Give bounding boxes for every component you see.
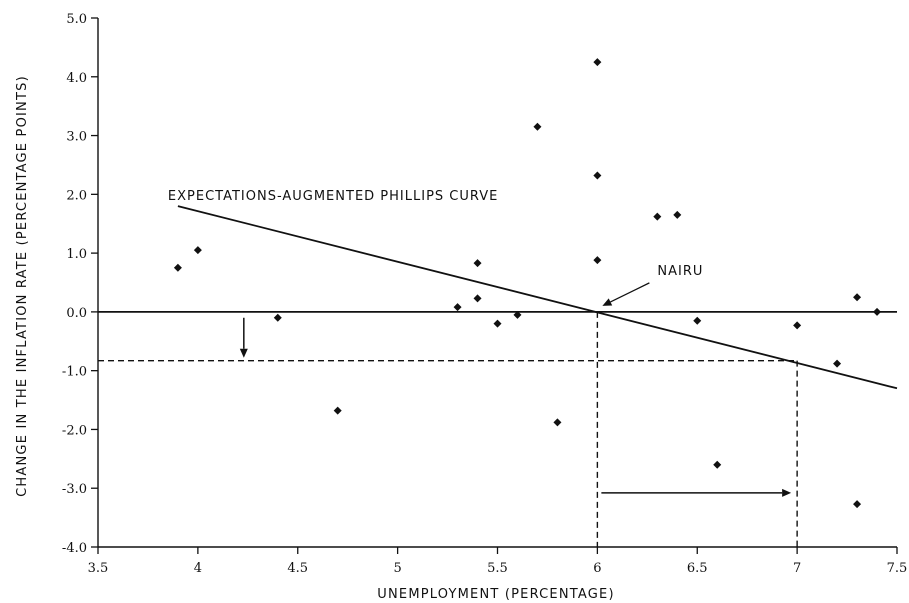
data-point: [793, 321, 802, 330]
y-tick-label: -1.0: [62, 365, 87, 380]
x-axis-title: UNEMPLOYMENT (PERCENTAGE): [377, 587, 614, 602]
phillips-curve-group: [177, 205, 898, 390]
x-tick-label: 7.5: [887, 561, 908, 576]
y-tick-label: -3.0: [62, 482, 87, 497]
data-point: [653, 212, 662, 221]
data-point: [513, 310, 522, 319]
data-point: [853, 500, 862, 509]
data-point: [473, 259, 482, 268]
data-point: [473, 294, 482, 303]
phillips-curve-line: [177, 205, 898, 390]
nairu-pointer-arrow: [610, 282, 650, 303]
data-point: [873, 307, 882, 316]
x-tick-label: 7: [793, 561, 801, 576]
data-point: [333, 406, 342, 415]
y-axis-title: CHANGE IN THE INFLATION RATE (PERCENTAGE…: [15, 75, 30, 497]
data-point: [853, 293, 862, 302]
arrows: [239, 282, 792, 497]
y-tick-label: 5.0: [66, 12, 87, 27]
data-point: [273, 313, 282, 322]
data-point: [673, 210, 682, 219]
data-point: [553, 418, 562, 427]
x-tick-label: 4: [194, 561, 202, 576]
data-point: [173, 263, 182, 272]
data-point: [453, 303, 462, 312]
right-arrow-head: [782, 488, 792, 497]
y-tick-label: 2.0: [66, 188, 87, 203]
x-tick-label: 4.5: [287, 561, 308, 576]
nairu-pointer-arrow-head: [602, 298, 613, 306]
y-tick-label: -2.0: [62, 423, 87, 438]
annotations: EXPECTATIONS-AUGMENTED PHILLIPS CURVE NA…: [168, 189, 703, 279]
phillips-curve-label: EXPECTATIONS-AUGMENTED PHILLIPS CURVE: [168, 189, 498, 204]
data-point: [493, 319, 502, 328]
data-point: [693, 316, 702, 325]
data-point: [713, 460, 722, 469]
y-tick-label: 3.0: [66, 130, 87, 145]
y-tick-label: 4.0: [66, 71, 87, 86]
y-tick-label: -4.0: [62, 541, 87, 556]
x-tick-label: 5: [393, 561, 401, 576]
data-point: [833, 359, 842, 368]
x-ticks: 3.5 4 4.5 5 5.5 6 6.5 7 7.5: [88, 547, 908, 576]
x-tick-label: 5.5: [487, 561, 508, 576]
x-tick-label: 3.5: [88, 561, 109, 576]
data-point: [533, 122, 542, 131]
x-tick-label: 6.5: [687, 561, 708, 576]
x-tick-label: 6: [593, 561, 601, 576]
y-tick-label: 0.0: [66, 306, 87, 321]
data-point: [593, 171, 602, 180]
data-point: [193, 246, 202, 255]
y-tick-label: 1.0: [66, 247, 87, 262]
data-point: [593, 58, 602, 67]
down-arrow-head: [239, 348, 248, 358]
reference-lines: [98, 310, 897, 547]
data-points: [173, 58, 882, 509]
nairu-label: NAIRU: [657, 264, 703, 279]
data-point: [593, 256, 602, 265]
y-ticks: -4.0 -3.0 -2.0 -1.0 0.0 1.0 2.0 3.0 4.0 5.0: [62, 12, 98, 556]
plot-area: -4.0 -3.0 -2.0 -1.0 0.0 1.0 2.0 3.0 4.0 5.0 3.5 4 4…: [62, 12, 907, 576]
